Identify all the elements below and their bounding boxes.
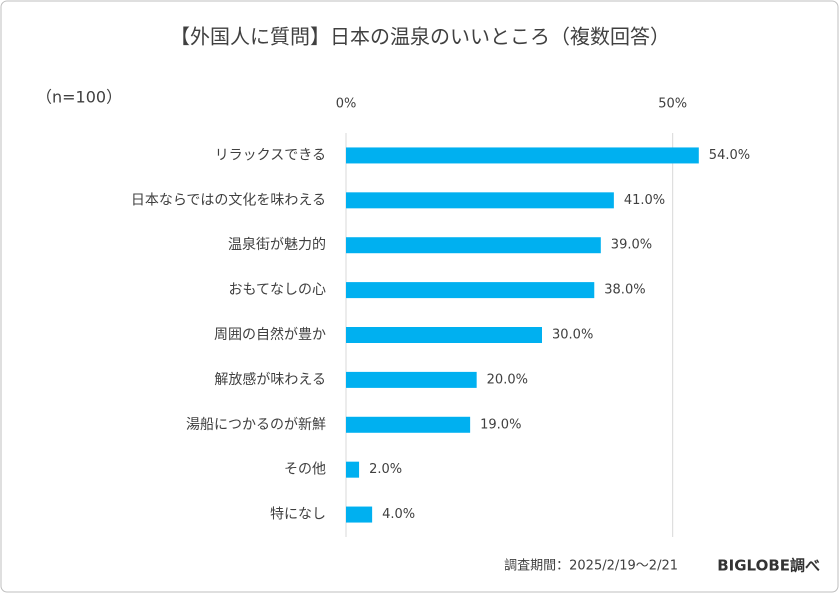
y-tick-label: リラックスできる — [215, 147, 326, 163]
brand: BIGLOBE調べ — [717, 557, 820, 575]
x-tick-label: 0% — [336, 97, 357, 112]
bar — [346, 327, 542, 343]
y-tick-label: その他 — [284, 462, 326, 478]
y-tick-label: 湯船につかるのが新鮮 — [186, 416, 326, 433]
value-label: 39.0% — [611, 238, 652, 253]
bar — [346, 371, 477, 388]
chart-title: 【外国人に質問】日本の温泉のいいところ（複数回答） — [170, 25, 670, 49]
x-tick-label: 50% — [658, 97, 687, 112]
bar — [346, 416, 471, 433]
bar — [346, 461, 360, 478]
sample-note: （n=100） — [36, 88, 122, 107]
value-label: 19.0% — [480, 417, 521, 432]
value-label: 41.0% — [624, 193, 665, 208]
value-label: 38.0% — [604, 283, 645, 298]
bar — [346, 192, 614, 209]
bar — [346, 237, 601, 254]
y-tick-label: おもてなしの心 — [229, 282, 326, 298]
y-tick-label: 日本ならではの文化を味わえる — [131, 192, 326, 208]
value-label: 30.0% — [552, 328, 593, 343]
value-label: 54.0% — [709, 148, 750, 163]
y-tick-label: 温泉街が魅力的 — [228, 236, 326, 253]
value-label: 2.0% — [369, 462, 402, 477]
bar — [346, 506, 373, 523]
y-tick-label: 周囲の自然が豊か — [214, 326, 326, 343]
y-tick-label: 解放感が味わえる — [214, 371, 326, 388]
value-label: 20.0% — [487, 372, 528, 387]
bar — [346, 147, 699, 164]
y-tick-label: 特になし — [270, 507, 326, 523]
value-label: 4.0% — [382, 507, 415, 522]
source: 調査期間：2025/2/19～2/21 — [504, 559, 678, 574]
bar — [346, 282, 595, 299]
